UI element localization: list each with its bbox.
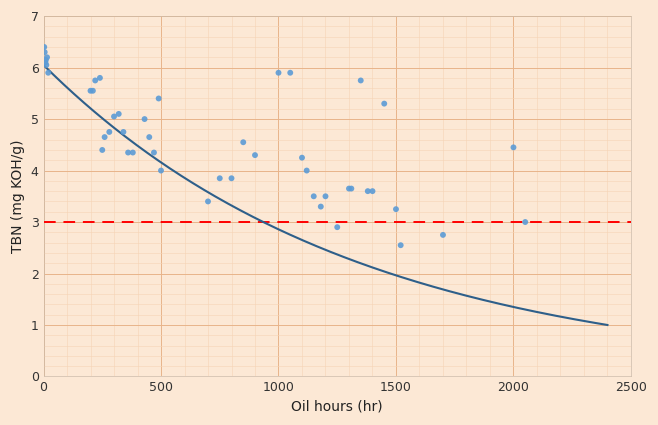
Point xyxy=(508,144,519,151)
Point xyxy=(42,54,53,61)
Y-axis label: TBN (mg KOH/g): TBN (mg KOH/g) xyxy=(11,139,25,253)
Point xyxy=(520,218,530,225)
Point xyxy=(297,154,307,161)
Point xyxy=(86,88,96,94)
Point xyxy=(309,193,319,200)
Point xyxy=(391,206,401,212)
Point xyxy=(113,110,124,117)
Point xyxy=(343,185,354,192)
Point xyxy=(363,188,373,195)
Point xyxy=(273,69,284,76)
Point xyxy=(123,149,134,156)
Point xyxy=(238,139,249,146)
Point xyxy=(128,149,138,156)
Point xyxy=(41,62,51,68)
Point xyxy=(40,59,51,66)
Point xyxy=(153,95,164,102)
Point xyxy=(316,203,326,210)
Point xyxy=(39,49,50,56)
Point xyxy=(226,175,237,181)
Point xyxy=(332,224,343,231)
Point xyxy=(346,185,357,192)
Point xyxy=(139,116,150,122)
Point xyxy=(90,77,101,84)
Point xyxy=(355,77,366,84)
Point xyxy=(320,193,331,200)
X-axis label: Oil hours (hr): Oil hours (hr) xyxy=(291,400,383,414)
Point xyxy=(88,88,98,94)
Point xyxy=(39,44,49,51)
Point xyxy=(250,152,261,159)
Point xyxy=(43,69,53,76)
Point xyxy=(438,232,448,238)
Point xyxy=(41,57,51,63)
Point xyxy=(156,167,166,174)
Point xyxy=(301,167,312,174)
Point xyxy=(395,242,406,249)
Point xyxy=(285,69,295,76)
Point xyxy=(203,198,213,205)
Point xyxy=(118,128,129,135)
Point xyxy=(99,134,110,141)
Point xyxy=(97,147,107,153)
Point xyxy=(149,149,159,156)
Point xyxy=(95,74,105,81)
Point xyxy=(215,175,225,181)
Point xyxy=(144,134,155,141)
Point xyxy=(104,128,114,135)
Point xyxy=(379,100,390,107)
Point xyxy=(367,188,378,195)
Point xyxy=(109,113,119,120)
